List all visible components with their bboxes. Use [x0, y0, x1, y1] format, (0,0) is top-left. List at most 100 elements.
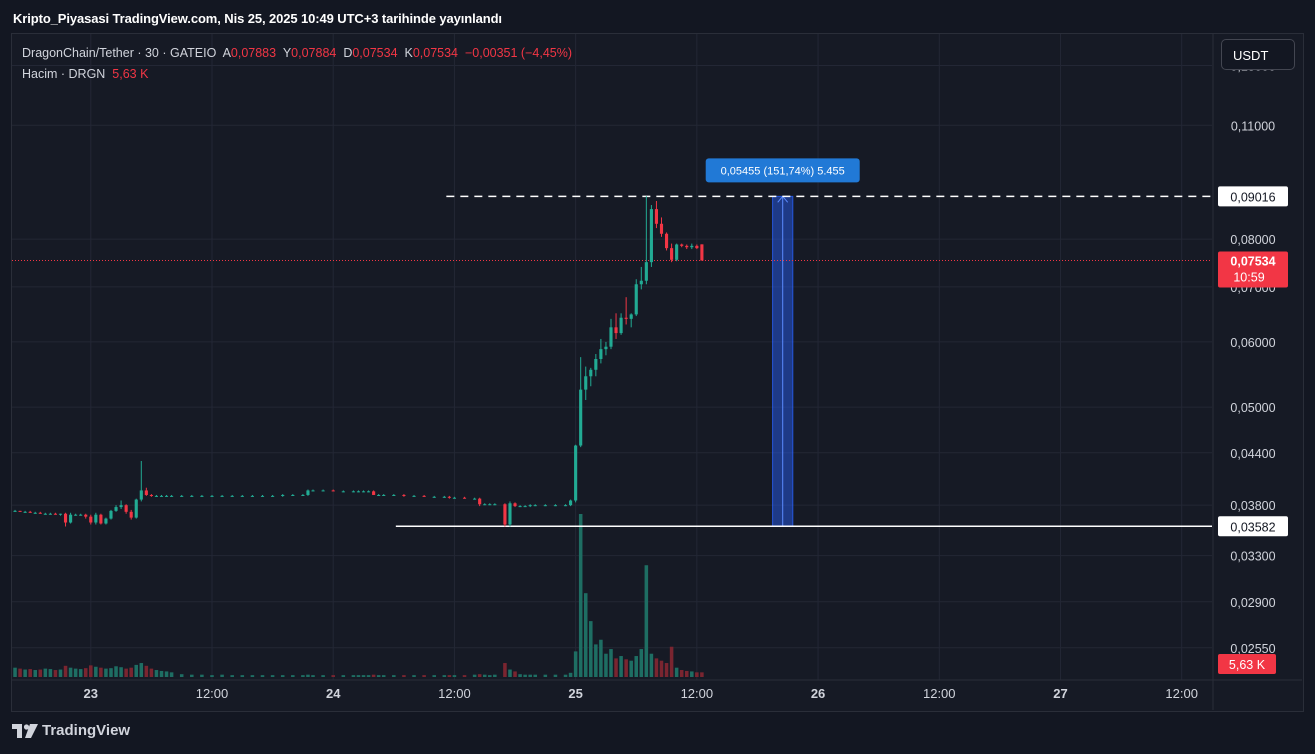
volume-bar	[73, 668, 78, 677]
time-tick-label: 27	[1053, 686, 1067, 701]
volume-bar	[169, 672, 174, 677]
candle	[271, 494, 275, 497]
volume-bar	[614, 658, 618, 677]
candle	[341, 490, 345, 493]
candle	[230, 494, 234, 497]
candle-body	[493, 504, 497, 506]
candle	[493, 503, 497, 506]
candle-body	[260, 495, 265, 497]
candle-body	[341, 491, 345, 493]
candle-body	[518, 506, 522, 508]
volume-bar	[154, 670, 159, 677]
candle	[402, 494, 406, 497]
volume-bar	[422, 675, 426, 677]
volume-bar	[376, 675, 381, 677]
time-tick-label: 24	[326, 686, 341, 701]
candle	[134, 498, 138, 519]
currency-button[interactable]: USDT	[1221, 39, 1295, 70]
candle	[649, 205, 653, 267]
candle-body	[164, 495, 169, 497]
volume-bar	[477, 674, 482, 677]
volume-bar	[280, 675, 285, 677]
candle-body	[644, 262, 648, 281]
candle	[190, 494, 194, 497]
high-value: 0,07884	[291, 46, 337, 60]
candle-body	[18, 510, 22, 512]
candle-body	[134, 499, 138, 518]
volume-bar	[528, 674, 532, 677]
candle	[513, 502, 517, 508]
line-price-tag: 0,03582	[1230, 520, 1275, 534]
volume-bar	[119, 667, 123, 677]
candle-body	[619, 317, 623, 334]
candle	[372, 490, 376, 495]
low-label: D	[343, 46, 353, 60]
candle-body	[543, 505, 547, 507]
candle-body	[528, 505, 532, 507]
candle-body	[639, 280, 643, 285]
candle-body	[321, 490, 325, 492]
candle-body	[553, 505, 557, 507]
candle-body	[649, 209, 653, 263]
candle-body	[48, 513, 52, 515]
candle-body	[114, 507, 118, 511]
candle-body	[124, 505, 128, 512]
volume-bar	[609, 649, 613, 677]
publish-text: Kripto_Piyasasi TradingView.com, Nis 25,…	[13, 11, 502, 26]
candle	[114, 505, 118, 512]
volume-bar	[361, 675, 366, 677]
candle-body	[670, 248, 674, 260]
volume-bar	[392, 675, 396, 677]
candle	[38, 511, 42, 514]
volume-bar	[351, 675, 356, 677]
candle	[447, 495, 451, 499]
volume-bar	[321, 675, 325, 677]
volume-bar	[311, 675, 315, 677]
candle	[351, 490, 355, 493]
candle	[250, 494, 254, 497]
candle	[99, 513, 103, 525]
price-tick-label: 0,06000	[1230, 336, 1275, 350]
symbol-label[interactable]: DragonChain/Tether · 30 · GATEIO	[22, 46, 217, 60]
candle	[48, 512, 52, 515]
candle	[200, 494, 204, 497]
volume-bar	[589, 621, 593, 677]
volume-bar	[179, 674, 184, 677]
candle	[149, 494, 153, 497]
volume-bar	[164, 671, 169, 677]
candle	[311, 489, 315, 492]
candles	[13, 196, 704, 527]
candle	[210, 494, 214, 497]
candle-body	[634, 284, 638, 315]
volume-bar	[159, 670, 164, 677]
candle-body	[604, 346, 608, 350]
volume-bar	[573, 651, 578, 677]
volume-bar	[356, 675, 361, 677]
candle-body	[63, 513, 68, 523]
time-axis: 23 12:00 24 12:00 25 12:00 26 12:00 27 12:00	[84, 686, 1198, 701]
candle	[604, 341, 608, 356]
volume-bar	[13, 667, 17, 677]
open-value: 0,07883	[230, 46, 277, 60]
candle-body	[331, 490, 335, 492]
volume-bar	[700, 672, 704, 677]
price-axis: 0,130000,110000,080000,070000,060000,050…	[1230, 60, 1275, 656]
close-value: 0,07534	[412, 46, 459, 60]
candle	[574, 444, 578, 503]
low-value: 0,07534	[352, 46, 398, 60]
candle-body	[250, 495, 254, 497]
candle	[690, 243, 694, 250]
candle	[331, 489, 335, 492]
volume-bar	[695, 672, 699, 677]
candle-body	[94, 514, 98, 523]
candle	[260, 494, 265, 497]
volume-bar	[139, 663, 144, 677]
volume-bar	[508, 669, 512, 677]
volume-label[interactable]: Hacim · DRGN	[22, 67, 106, 81]
candle	[664, 232, 669, 251]
candle-body	[503, 504, 507, 525]
volume-bar	[134, 664, 139, 677]
volume-bar	[518, 674, 522, 677]
change-value: −0,00351 (−4,45%)	[464, 46, 572, 60]
